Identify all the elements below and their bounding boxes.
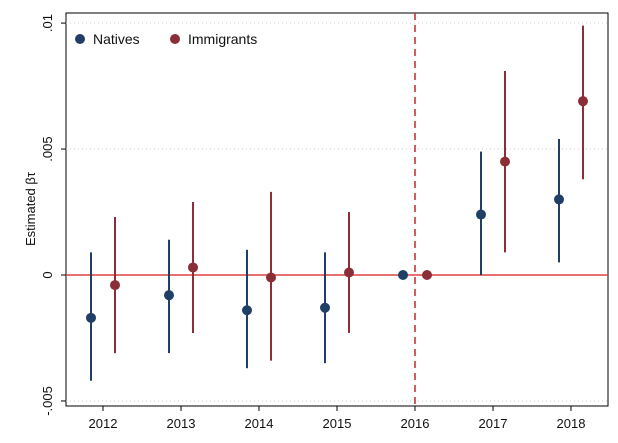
legend-label: Immigrants: [188, 31, 257, 47]
point-estimate: [320, 302, 330, 313]
y-axis-title: Estimated βτ: [23, 171, 38, 246]
point-estimate: [164, 290, 174, 301]
x-tick-label: 2013: [167, 416, 196, 431]
x-tick-label: 2018: [557, 416, 586, 431]
point-estimate: [398, 270, 408, 280]
point-estimate: [110, 280, 120, 291]
series-natives: [86, 138, 564, 381]
y-tick-label: 0: [40, 271, 55, 278]
x-tick-label: 2017: [479, 416, 508, 431]
legend-marker: [75, 34, 85, 44]
point-estimate: [344, 267, 354, 278]
point-estimate: [266, 272, 276, 283]
point-estimate: [476, 209, 486, 220]
point-estimate: [500, 156, 510, 167]
x-tick-label: 2015: [323, 416, 352, 431]
point-estimate: [242, 305, 252, 316]
point-estimate: [578, 96, 588, 107]
x-tick-label: 2016: [401, 416, 430, 431]
plot-frame: [65, 12, 609, 407]
point-estimate: [554, 194, 564, 205]
series-immigrants: [110, 25, 588, 361]
legend-item-natives: Natives: [75, 31, 140, 47]
point-estimate: [188, 262, 198, 273]
y-tick-label: .01: [40, 14, 55, 32]
x-axis: 2012 2013 2014 2015 2016 2017 2018: [89, 406, 586, 431]
data-marks: [86, 25, 588, 381]
y-axis: -.005 0 .005 .01: [40, 14, 66, 416]
legend-marker: [170, 34, 180, 44]
legend-item-immigrants: Immigrants: [170, 31, 257, 47]
legend: Natives Immigrants: [75, 31, 257, 47]
point-estimate: [422, 270, 432, 280]
legend-label: Natives: [93, 31, 140, 47]
x-tick-label: 2012: [89, 416, 118, 431]
y-tick-label: .005: [40, 136, 55, 161]
point-estimate: [86, 312, 96, 323]
y-tick-label: -.005: [40, 386, 55, 416]
x-tick-label: 2014: [245, 416, 274, 431]
